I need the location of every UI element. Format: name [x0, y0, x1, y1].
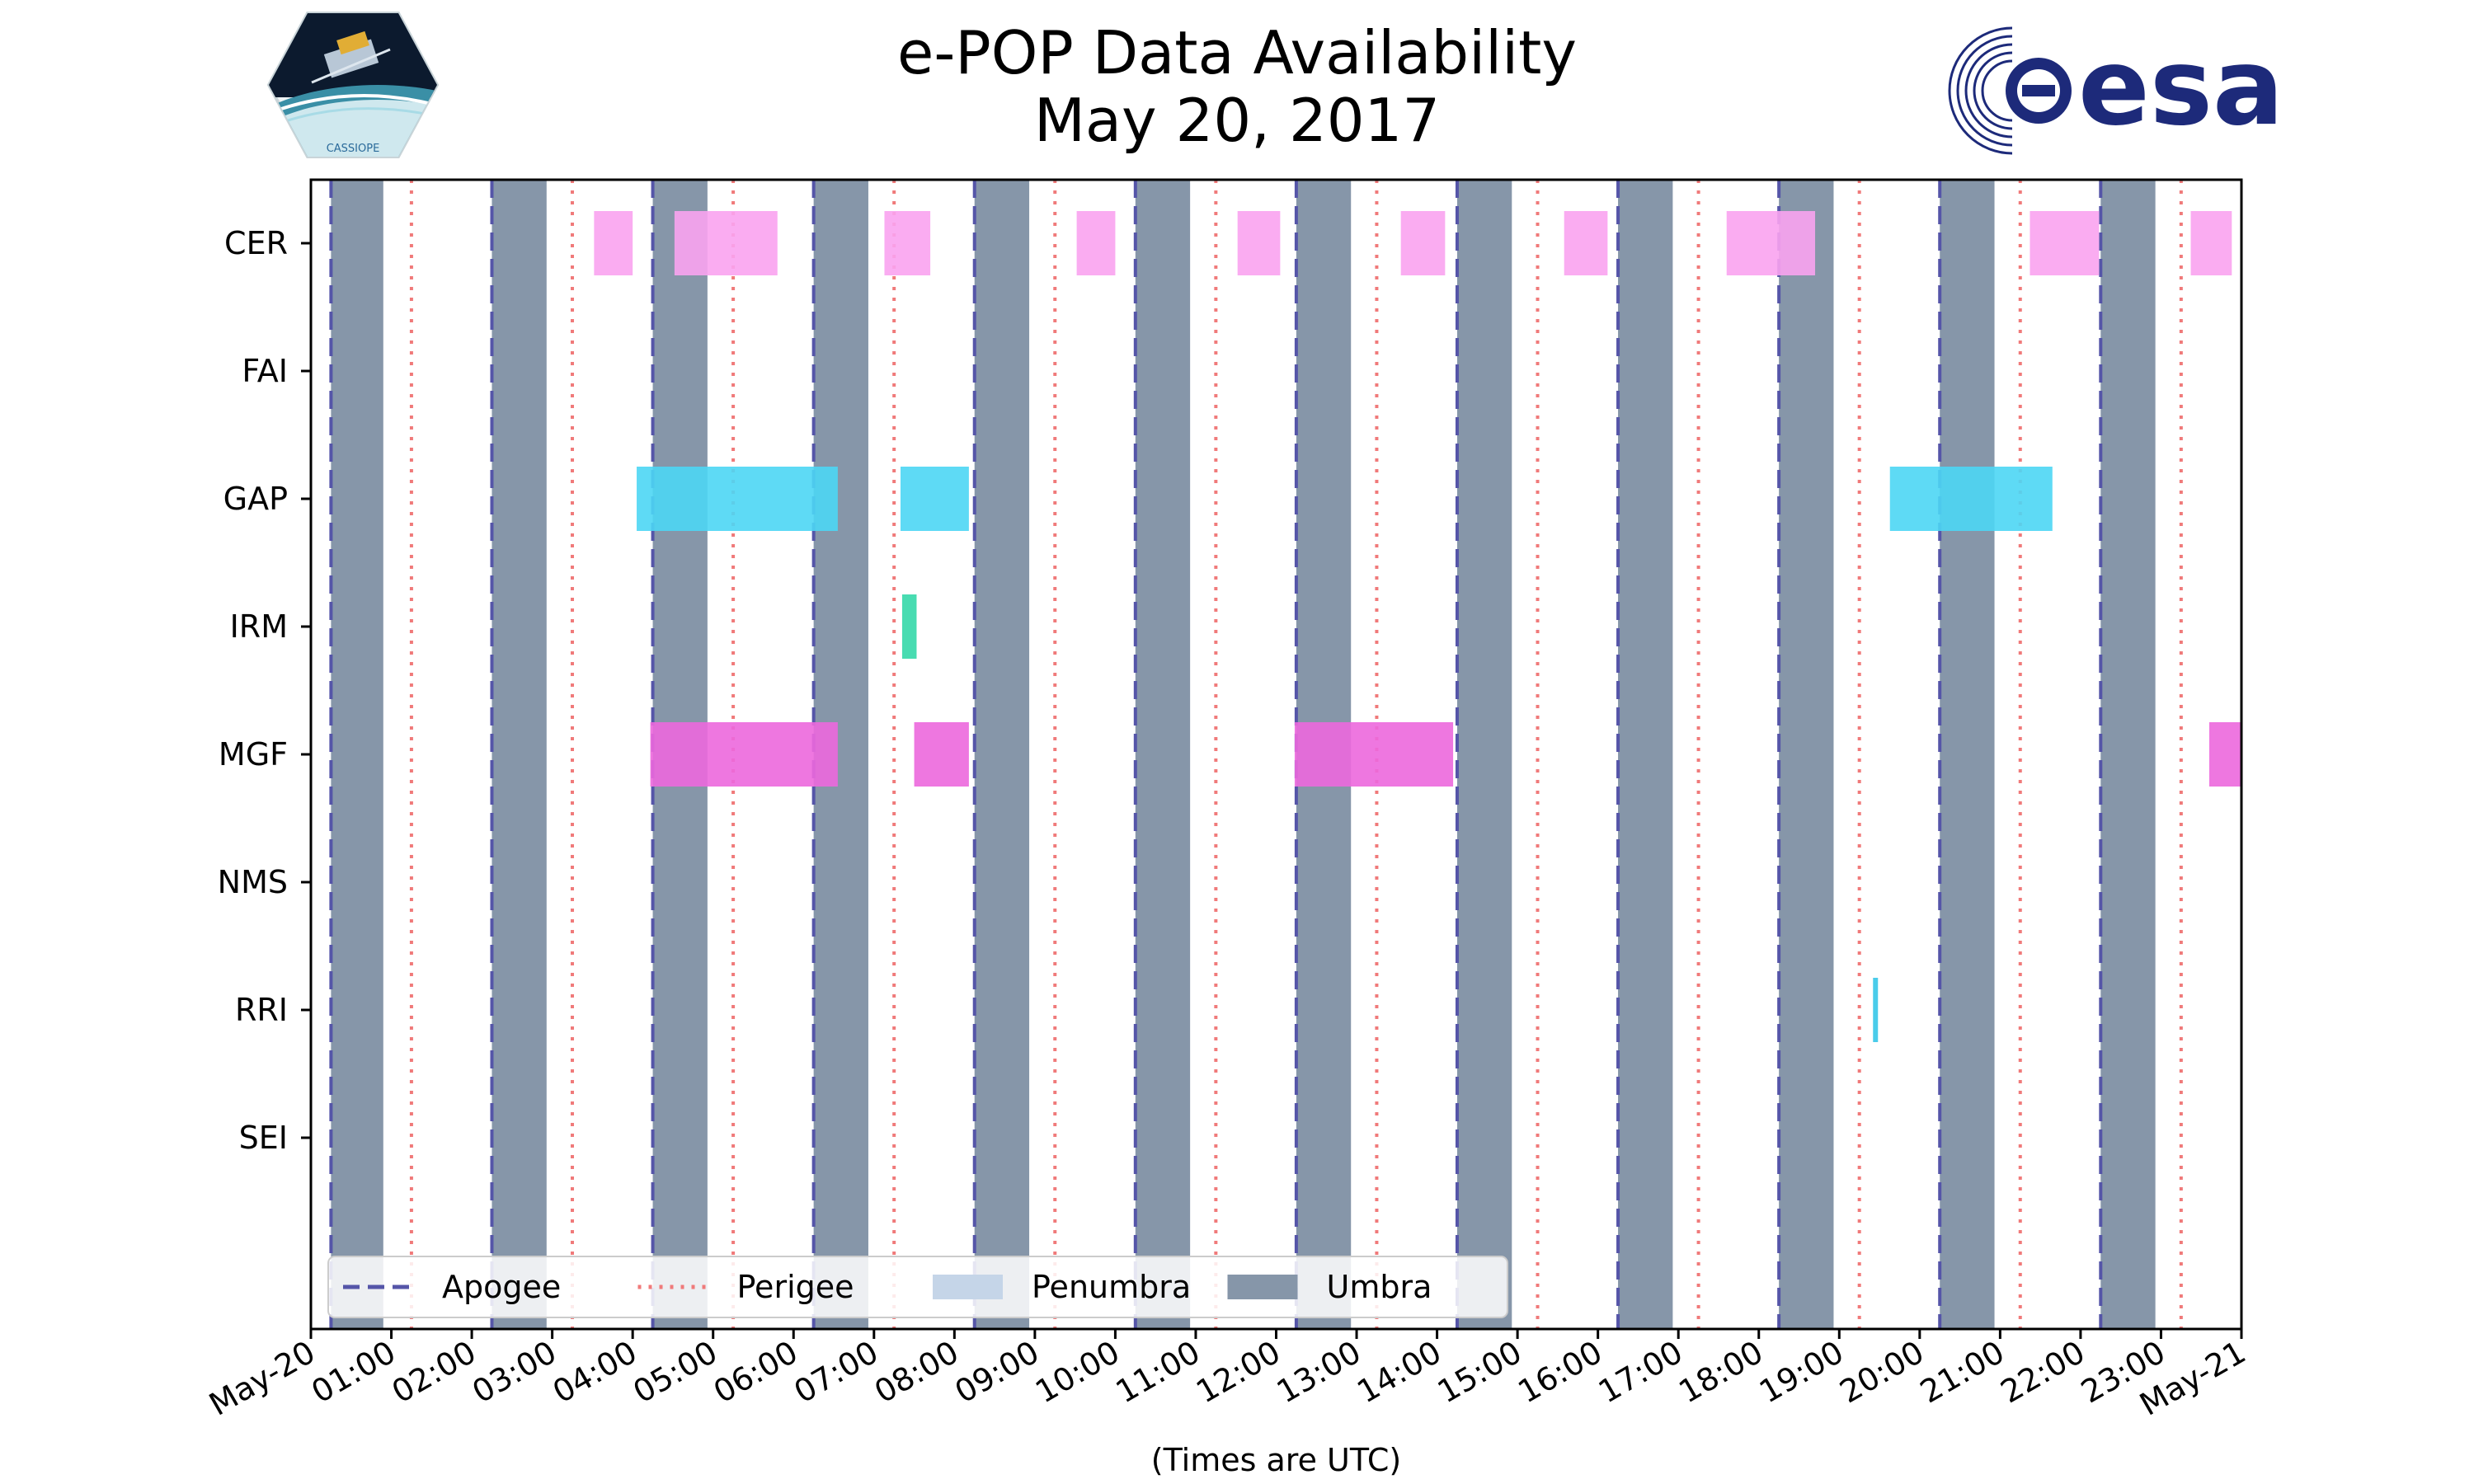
- x-tick-label-22: 22:00: [1995, 1334, 2091, 1411]
- data-bar-cer-3: [1076, 211, 1116, 275]
- x-tick-label-1: 01:00: [305, 1334, 402, 1411]
- umbra-band-13: [2422, 180, 2474, 1329]
- data-bar-mgf-0: [650, 722, 838, 787]
- data-bar-cer-0: [594, 211, 633, 275]
- data-bar-gap-2: [1889, 467, 2053, 531]
- esa-logo-text: esa: [2078, 26, 2284, 149]
- data-bar-cer-9: [2190, 211, 2232, 275]
- x-tick-label-16: 16:00: [1512, 1334, 1608, 1411]
- cassiope-logo-text: CASSIOPE: [327, 143, 380, 155]
- y-tick-label-sei: SEI: [239, 1120, 288, 1156]
- y-tick-label-mgf: MGF: [219, 736, 288, 773]
- legend-swatch-penumbra: [933, 1275, 1003, 1299]
- x-tick-label-5: 05:00: [627, 1334, 723, 1411]
- data-bar-cer-1: [674, 211, 778, 275]
- orbit-shading-layer: [329, 180, 2474, 1329]
- data-bar-cer-4: [1237, 211, 1281, 275]
- legend-label-umbra: Umbra: [1327, 1269, 1432, 1305]
- x-tick-label-18: 18:00: [1672, 1334, 1769, 1411]
- umbra-band-5: [1135, 180, 1191, 1329]
- x-axis-label: (Times are UTC): [1151, 1442, 1401, 1478]
- legend-label-apogee: Apogee: [442, 1269, 561, 1305]
- x-tick-label-0: May-20: [203, 1334, 321, 1423]
- instrument-data-layer: [594, 211, 2241, 1042]
- data-bar-cer-5: [1400, 211, 1446, 275]
- data-bar-cer-6: [1564, 211, 1608, 275]
- y-tick-label-rri: RRI: [235, 992, 288, 1028]
- x-tick-label-8: 08:00: [868, 1334, 965, 1411]
- x-tick-label-13: 13:00: [1271, 1334, 1367, 1411]
- umbra-band-4: [974, 180, 1030, 1329]
- data-bar-mgf-1: [914, 722, 969, 787]
- x-tick-label-12: 12:00: [1190, 1334, 1286, 1411]
- umbra-band-9: [1779, 180, 1834, 1329]
- data-bar-cer-8: [2030, 211, 2100, 275]
- x-tick-label-17: 17:00: [1592, 1334, 1689, 1411]
- x-tick-label-9: 09:00: [949, 1334, 1046, 1411]
- x-tick-label-4: 04:00: [547, 1334, 643, 1411]
- x-tick-label-3: 03:00: [466, 1334, 562, 1411]
- data-bar-rri-0: [1873, 978, 1879, 1042]
- y-tick-label-nms: NMS: [218, 864, 288, 900]
- y-tick-label-cer: CER: [224, 225, 288, 261]
- cassiope-mission-logo: CASSIOPE: [266, 12, 440, 158]
- x-tick-label-7: 07:00: [788, 1334, 884, 1411]
- x-tick-label-11: 11:00: [1110, 1334, 1206, 1411]
- data-bar-cer-7: [1726, 211, 1816, 275]
- x-tick-label-14: 14:00: [1351, 1334, 1447, 1411]
- data-bar-mgf-3: [2208, 722, 2241, 787]
- x-tick-label-21: 21:00: [1914, 1334, 2011, 1411]
- x-tick-label-2: 02:00: [386, 1334, 482, 1411]
- data-bar-cer-2: [884, 211, 931, 275]
- data-bar-irm-0: [901, 594, 917, 659]
- legend-swatch-umbra: [1227, 1275, 1298, 1299]
- y-tick-label-fai: FAI: [242, 353, 288, 389]
- y-tick-label-irm: IRM: [230, 608, 288, 645]
- umbra-band-12: [2261, 180, 2316, 1329]
- x-tick-label-6: 06:00: [708, 1334, 804, 1411]
- legend-box: [327, 1256, 1508, 1318]
- legend: Apogee Perigee Penumbra Umbra: [327, 1256, 1508, 1318]
- x-tick-label-19: 19:00: [1753, 1334, 1850, 1411]
- chart-title-line-2: May 20, 2017: [1033, 86, 1441, 155]
- umbra-band-11: [2100, 180, 2156, 1329]
- umbra-band-10: [1940, 180, 1995, 1329]
- data-bar-gap-1: [900, 467, 969, 531]
- data-bar-gap-0: [637, 467, 838, 531]
- x-tick-label-20: 20:00: [1833, 1334, 1930, 1411]
- legend-label-perigee: Perigee: [737, 1269, 854, 1305]
- legend-label-penumbra: Penumbra: [1032, 1269, 1191, 1305]
- esa-logo: esa: [1948, 23, 2284, 159]
- umbra-band-0: [331, 180, 383, 1329]
- y-tick-label-gap: GAP: [223, 481, 288, 517]
- umbra-band-7: [1456, 180, 1512, 1329]
- x-tick-label-10: 10:00: [1029, 1334, 1126, 1411]
- x-tick-label-15: 15:00: [1432, 1334, 1528, 1411]
- chart-title-line-1: e-POP Data Availability: [897, 18, 1577, 87]
- umbra-band-1: [492, 180, 547, 1329]
- umbra-band-8: [1618, 180, 1673, 1329]
- data-bar-mgf-2: [1294, 722, 1454, 787]
